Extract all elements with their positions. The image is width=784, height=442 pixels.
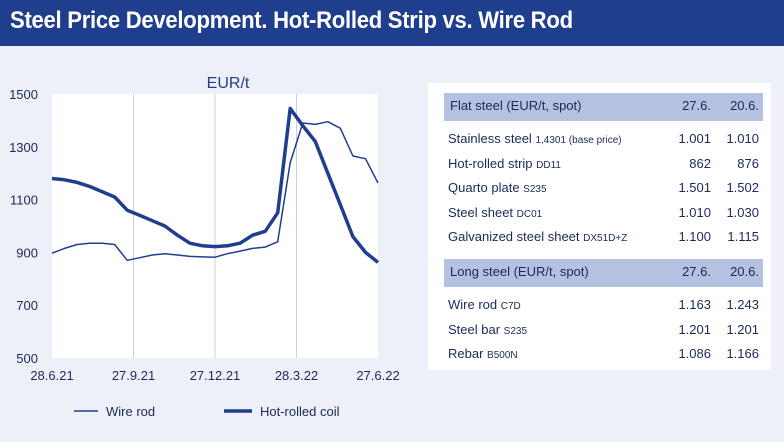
price-current: 1.501 [678,180,711,195]
y-tick-label: 1100 [10,193,38,208]
price-current: 1.001 [678,131,711,146]
x-tick-label: 28.6.21 [30,368,73,383]
chart-title: EUR/t [207,75,250,92]
flat-steel-row: Quarto plate S235 1.501 1.502 [444,178,763,200]
product-label: Steel sheet [448,204,517,220]
product-name: Wire rod C7D [448,297,521,312]
product-name: Steel bar S235 [448,322,527,337]
y-axis: 1500 1300 1100 900 700 500 [9,87,38,366]
price-current: 1.201 [678,321,711,337]
long-steel-row: Steel bar S235 1.201 1.201 [444,320,763,342]
flat-steel-header: Flat steel (EUR/t, spot) 27.6. 20.6. [444,93,763,121]
flat-steel-row: Stainless steel 1,4301 (base price) 1.001… [444,129,763,151]
series-line-hot-rolled-coil [51,106,380,264]
series-line-wire-rod [51,120,379,262]
price-previous: 1.115 [727,229,759,244]
long-date-1: 27.6. [682,264,711,279]
flat-date-1: 27.6. [682,98,711,113]
x-tick-label: 27.6.22 [356,368,399,383]
price-previous: 1.502 [726,180,759,195]
product-grade: 1,4301 (base price) [535,135,622,146]
price-previous: 1.030 [726,204,759,220]
product-grade: S235 [503,325,528,337]
flat-steel-row: Steel sheet DC01 1.010 1.030 [444,203,763,225]
price-current: 1.100 [678,229,711,244]
product-label: Quarto plate [448,180,524,195]
product-label: Steel bar [448,321,504,337]
product-grade: B500N [487,350,518,361]
product-grade: S235 [523,184,547,195]
long-steel-row: Rebar B500N 1.086 1.166 [444,344,763,366]
x-tick-label: 27.9.21 [112,368,155,383]
product-name: Stainless steel 1,4301 (base price) [448,131,622,146]
x-tick-label: 28.3.22 [275,368,318,383]
price-chart: EUR/t 1500 1300 1100 900 700 500 28.6.21 27.9.… [9,75,400,419]
product-grade: DX51D+Z [583,233,628,244]
product-label: Hot-rolled strip [448,155,537,171]
price-table-panel: Flat steel (EUR/t, spot) 27.6. 20.6. Sta… [428,83,771,370]
product-name: Hot-rolled strip DD11 [448,156,561,171]
product-name: Steel sheet DC01 [448,205,542,220]
price-current: 1.163 [678,297,711,312]
product-name: Galvanized steel sheet DX51D+Z [448,229,627,244]
product-label: Rebar [448,346,488,361]
price-current: 862 [689,155,711,171]
product-grade: DC01 [516,208,543,220]
y-tick-label: 1500 [9,87,38,102]
flat-date-2: 20.6. [730,98,759,113]
series-lines [51,106,380,264]
grid-lines [133,94,297,358]
legend: Wire rod Hot-rolled coil [74,404,340,419]
flat-steel-row: Galvanized steel sheet DX51D+Z 1.100 1.115 [444,227,763,249]
y-tick-label: 1300 [9,140,38,155]
price-current: 1.086 [678,346,711,361]
legend-label-hot-rolled-coil: Hot-rolled coil [260,404,340,419]
price-previous: 1.166 [726,346,759,361]
long-steel-row: Wire rod C7D 1.163 1.243 [444,295,763,317]
price-previous: 876 [737,155,759,171]
flat-steel-row: Hot-rolled strip DD11 862 876 [444,154,763,176]
product-label: Stainless steel [448,131,536,146]
price-current: 1.010 [678,204,711,220]
long-steel-title: Long steel (EUR/t, spot) [450,264,589,279]
product-grade: C7D [500,301,521,312]
y-tick-label: 700 [16,298,38,313]
product-label: Wire rod [448,297,501,312]
y-tick-label: 500 [16,351,38,366]
long-steel-header: Long steel (EUR/t, spot) 27.6. 20.6. [444,259,763,287]
header-bar: Steel Price Development. Hot-Rolled Stri… [0,0,784,46]
price-previous: 1.201 [726,321,759,337]
product-name: Quarto plate S235 [448,180,547,195]
product-name: Rebar B500N [448,346,518,361]
y-tick-label: 900 [16,245,38,260]
product-grade: DD11 [536,159,561,171]
x-tick-label: 27.12.21 [190,368,241,383]
flat-steel-title: Flat steel (EUR/t, spot) [450,98,582,113]
page-title: Steel Price Development. Hot-Rolled Stri… [10,7,573,34]
legend-label-wire-rod: Wire rod [106,404,155,419]
price-previous: 1.243 [726,297,759,312]
product-label: Galvanized steel sheet [448,229,584,244]
price-previous: 1.010 [726,131,759,146]
long-date-2: 20.6. [730,264,759,279]
x-axis: 28.6.21 27.9.21 27.12.21 28.3.22 27.6.22 [30,368,399,383]
